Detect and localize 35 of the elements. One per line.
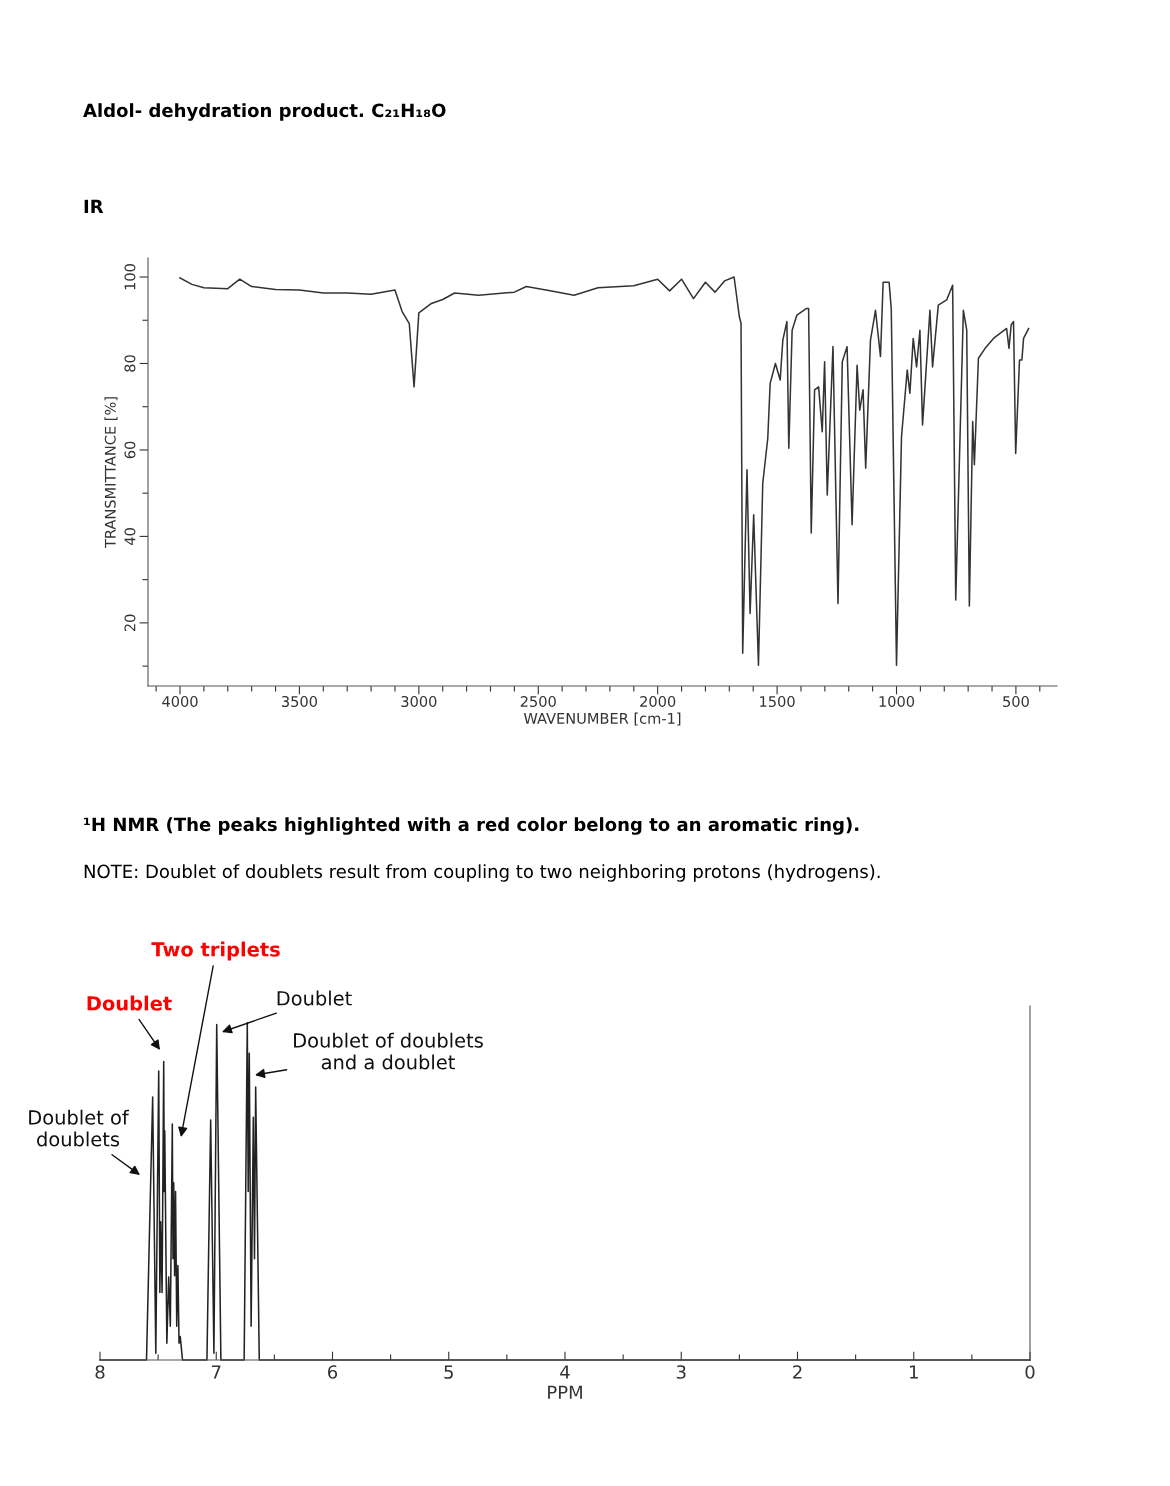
- annotation: Doublet of doublets: [29, 1109, 130, 1147]
- x-tick-label: 6: [328, 1365, 338, 1379]
- x-tick-label: 2000: [640, 695, 676, 708]
- x-tick-label: 1: [909, 1365, 918, 1379]
- x-tick-label: 7: [211, 1365, 221, 1379]
- x-tick-label: 1000: [879, 695, 915, 708]
- x-tick-label: 3000: [401, 695, 437, 708]
- x-tick-label: 2: [793, 1365, 802, 1379]
- x-tick-label: 2500: [520, 695, 556, 708]
- y-tick-label: 60: [124, 441, 136, 459]
- x-tick-label: 8: [95, 1365, 105, 1379]
- annotation: Doublet of doublets and a doublet: [294, 1032, 483, 1070]
- y-tick-label: 20: [124, 614, 136, 632]
- y-axis-title: TRANSMITTANCE [%]: [104, 397, 118, 549]
- x-tick-label: 500: [1003, 695, 1029, 708]
- y-tick-label: 100: [124, 264, 136, 290]
- x-tick-label: 3: [676, 1365, 686, 1379]
- x-tick-label: 1500: [760, 695, 795, 708]
- x-axis-title: PPM: [548, 1385, 582, 1399]
- x-tick-label: 4000: [162, 695, 198, 708]
- text: Doublet: [87, 995, 172, 1011]
- x-tick-label: 5: [444, 1365, 453, 1379]
- text: Two triplets: [151, 941, 280, 961]
- y-tick-label: 40: [124, 528, 136, 545]
- line-series: [179, 276, 1030, 667]
- x-tick-label: 3500: [281, 695, 318, 708]
- text: Doublet: [277, 990, 352, 1006]
- chart-subtitle: NOTE: Doublet of doublets result from coupling to two neighboring protons (hydrogens).: [84, 864, 880, 882]
- chart-title: ¹H NMR (The peaks highlighted with a red color belong to an aromatic ring).: [84, 817, 859, 835]
- x-tick-label: 0: [1025, 1365, 1035, 1379]
- chart-subtitle: IR: [84, 199, 104, 213]
- y-tick-label: 80: [124, 355, 136, 372]
- x-tick-label: 4: [560, 1365, 570, 1379]
- x-axis-title: WAVENUMBER [cm-1]: [523, 712, 681, 726]
- chart-title: Aldol- dehydration product. C₂₁H₁₈O: [83, 103, 446, 121]
